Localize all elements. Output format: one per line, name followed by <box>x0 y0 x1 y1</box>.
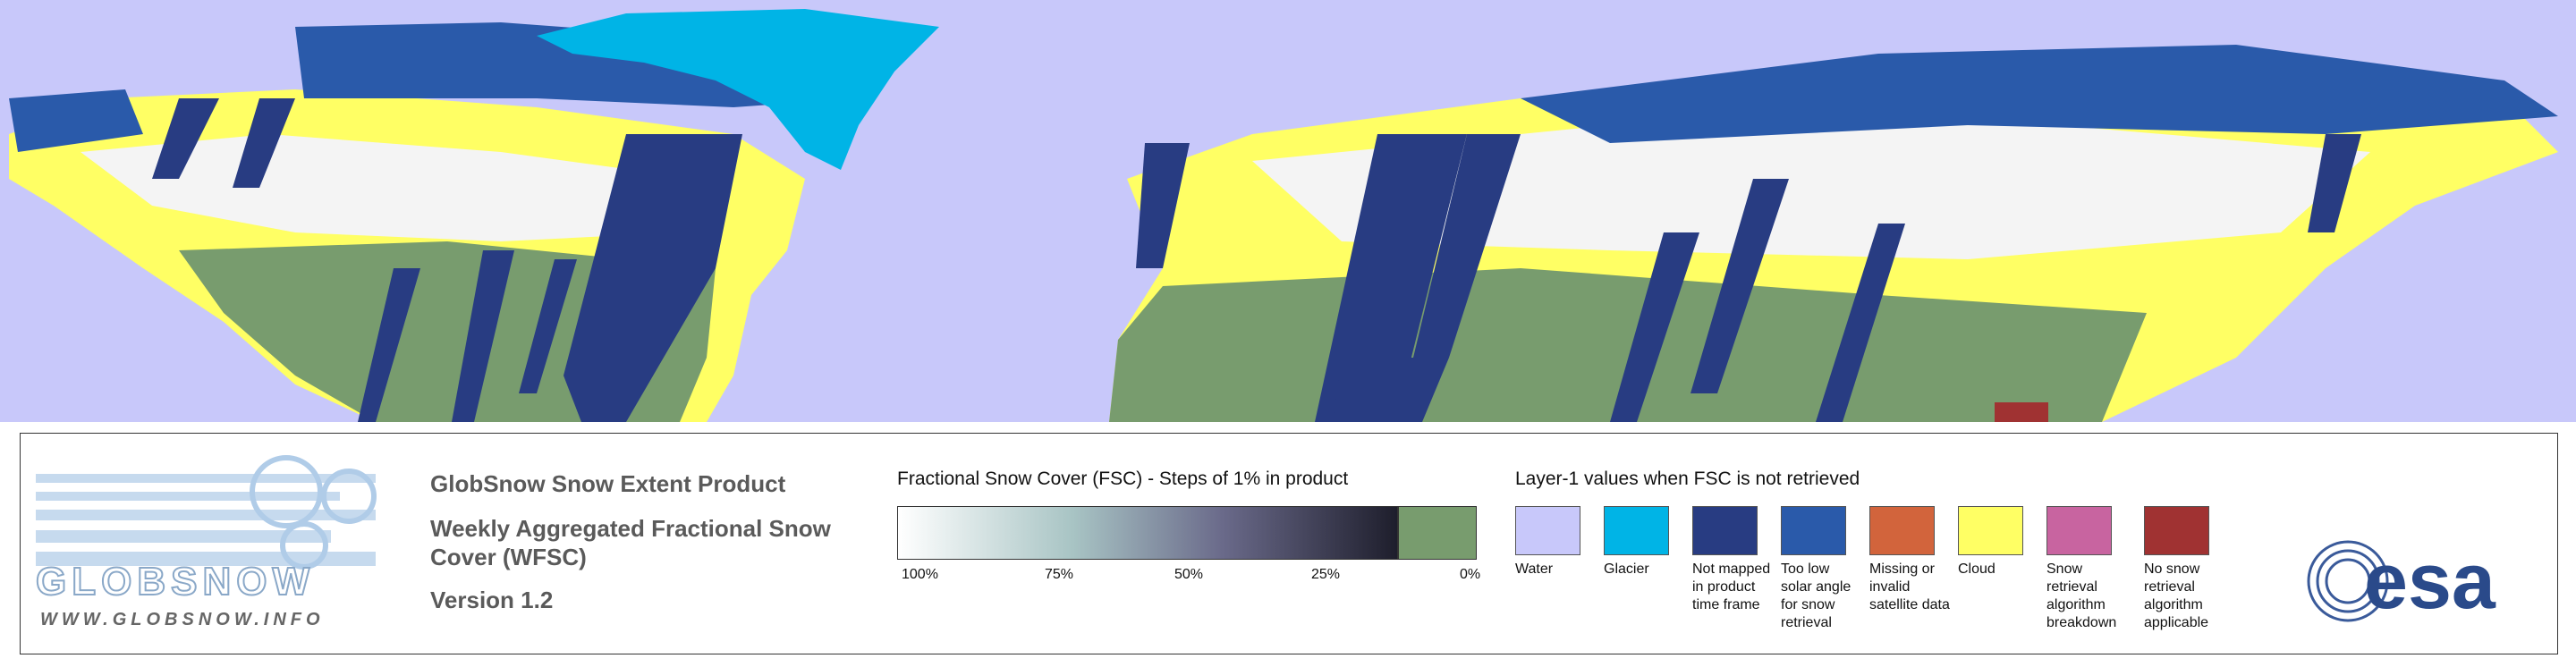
class-swatch <box>1781 506 1846 555</box>
fsc-label: 0% <box>1460 567 1481 582</box>
fsc-gradient <box>897 506 1398 560</box>
class-swatch <box>1869 506 1935 555</box>
class-label: Snow retrieval algorithm breakdown <box>2046 561 2117 630</box>
fsc-label: 100% <box>902 567 938 582</box>
class-swatch <box>2144 506 2209 555</box>
logo-url: WWW.GLOBSNOW.INFO <box>40 610 325 629</box>
globsnow-logo: GLOBSNOW WWW.GLOBSNOW.INFO <box>36 455 377 629</box>
fsc-label: 50% <box>1174 567 1204 582</box>
fsc-label: 25% <box>1311 567 1341 582</box>
product-subtitle: Weekly Aggregated Fractional Snow Cover … <box>430 515 831 570</box>
class-label: Not mapped in product time frame <box>1692 561 1771 612</box>
class-label: Missing or invalid satellite data <box>1869 561 1950 612</box>
legend-panel <box>20 433 2558 654</box>
class-swatch <box>1958 506 2023 555</box>
esa-logo: esa <box>2307 536 2496 625</box>
product-version: Version 1.2 <box>430 587 554 613</box>
class-label: Water <box>1515 561 1554 577</box>
snow-map <box>0 0 2576 422</box>
fsc-legend-title: Fractional Snow Cover (FSC) - Steps of 1… <box>897 469 1349 489</box>
layer1-legend-title: Layer-1 values when FSC is not retrieved <box>1515 469 1860 489</box>
class-label: Glacier <box>1604 561 1649 577</box>
class-label: Cloud <box>1958 561 1996 577</box>
class-swatch <box>2046 506 2112 555</box>
class-swatch <box>1604 506 1669 555</box>
fsc-label: 75% <box>1045 567 1074 582</box>
product-title: GlobSnow Snow Extent Product <box>430 470 786 497</box>
class-label: Too low solar angle for snow retrieval <box>1781 561 1852 630</box>
class-label: No snow retrieval algorithm applicable <box>2144 561 2209 630</box>
class-swatch <box>1692 506 1758 555</box>
class-swatch <box>1515 506 1580 555</box>
logo-name: GLOBSNOW <box>36 560 315 604</box>
fsc-zero-swatch <box>1398 506 1477 560</box>
agency-name: esa <box>2364 536 2496 625</box>
